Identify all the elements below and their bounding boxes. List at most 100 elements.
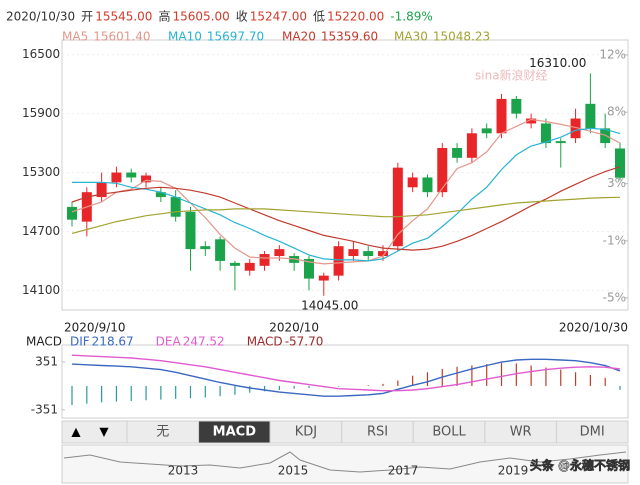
candle-body: [466, 133, 477, 158]
candle-body: [452, 148, 463, 158]
header-value: 15220.00: [327, 10, 384, 24]
candle-body: [126, 172, 137, 178]
candle-body: [555, 141, 566, 144]
macd-dif-line: [71, 358, 621, 397]
tab-label[interactable]: 无: [156, 425, 169, 440]
tab-label[interactable]: WR: [510, 425, 532, 440]
overview-year: 2019: [498, 464, 529, 478]
ma-line: [71, 118, 621, 265]
y2-tick-label: -5%: [603, 290, 626, 304]
y2-tick-label: 3%: [607, 176, 626, 190]
ma-line: [72, 127, 621, 262]
tab[interactable]: [555, 420, 629, 444]
y-tick-label: 14100: [22, 283, 60, 297]
y-tick-label: 15300: [22, 165, 60, 179]
macd-legend-value: 247.52: [183, 335, 225, 349]
macd-legend-name: DEA: [156, 335, 182, 349]
candle-body: [422, 177, 433, 193]
candle-body: [318, 275, 329, 281]
candle-body: [141, 175, 152, 183]
macd-frame: [61, 344, 629, 419]
macd-legend-value: -57.70: [285, 335, 324, 349]
candle-body: [67, 206, 77, 220]
candle-body: [96, 182, 107, 198]
candle-body: [481, 128, 492, 134]
y2-tick-label: 8%: [607, 105, 626, 119]
candle-body: [155, 192, 166, 198]
macd-tick-label: 351: [35, 354, 58, 368]
candle-body: [437, 148, 448, 193]
candle-body: [540, 123, 551, 144]
macd-dea-line: [71, 354, 621, 392]
candle-body: [333, 246, 344, 276]
credit: 头条 @永穗不锈钢: [530, 458, 630, 473]
overview-year: 2017: [388, 464, 419, 478]
ma-legend-value: 15697.70: [207, 30, 264, 44]
candle-body: [407, 177, 418, 188]
candle-body: [363, 251, 374, 256]
high-label: 16310.00: [529, 56, 586, 70]
ma-legend-value: 15048.23: [433, 30, 490, 44]
candle-body: [244, 262, 255, 271]
tab-label[interactable]: MACD: [213, 425, 257, 440]
low-label: 14045.00: [301, 298, 358, 312]
ma-line: [71, 166, 621, 251]
overview-line: [63, 451, 627, 473]
ma-line: [71, 196, 621, 234]
candle-body: [185, 211, 196, 250]
candle-body: [229, 262, 240, 266]
macd-legend-value: 218.67: [92, 335, 134, 349]
y-tick-label: 14700: [22, 224, 60, 238]
header-label: 高: [158, 9, 170, 24]
watermark: sina新浪财经: [475, 68, 548, 83]
ma-legend-name: MA30: [394, 30, 428, 44]
macd-legend-name: MACD: [247, 335, 283, 349]
header-label: 开: [81, 10, 93, 24]
candle-body: [392, 167, 403, 247]
candle-body: [200, 246, 211, 250]
header-label: 低: [313, 10, 325, 24]
down-arrow[interactable]: ▼: [99, 425, 109, 439]
ma-legend-name: MA10: [168, 30, 202, 44]
candle-body: [511, 98, 522, 114]
tab-label[interactable]: BOLL: [432, 425, 466, 440]
x-tick-label: 2020/10/30: [559, 321, 628, 335]
candle-body: [585, 103, 596, 129]
candle-body: [259, 254, 270, 266]
ma-legend-value: 15601.40: [93, 30, 150, 44]
candle-body: [215, 239, 226, 261]
candle-body: [615, 148, 625, 178]
candle-body: [526, 118, 537, 124]
overview-year: 2015: [278, 464, 309, 478]
macd-legend-name: DIF: [70, 335, 90, 349]
ma-legend-value: 15359.60: [321, 30, 378, 44]
candle-body: [170, 197, 181, 217]
candle-body: [570, 118, 581, 139]
y2-tick-label: -1%: [603, 233, 626, 247]
header-label: 收: [236, 10, 248, 24]
header-value: 15247.00: [250, 10, 307, 24]
price-frame: [61, 39, 629, 311]
overview-year: 2013: [168, 464, 199, 478]
tab-label[interactable]: RSI: [367, 425, 388, 440]
header-value: 15545.00: [95, 10, 152, 24]
tab-label[interactable]: KDJ: [295, 425, 317, 440]
x-tick-label: 2020/10: [269, 321, 319, 335]
tab-label[interactable]: DMI: [580, 425, 605, 440]
header-value: 15605.00: [172, 10, 229, 24]
ma-legend-name: MA20: [282, 30, 316, 44]
header-date: 2020/10/30: [6, 10, 75, 24]
x-tick-label: 2020/9/10: [64, 321, 126, 335]
up-arrow[interactable]: ▲: [71, 425, 81, 439]
candle-body: [274, 249, 285, 256]
candle-body: [348, 249, 359, 256]
macd-title: MACD: [26, 335, 62, 349]
candle-body: [496, 98, 507, 134]
candle-body: [378, 251, 389, 256]
candle-body: [303, 258, 314, 279]
ma-legend-name: MA5: [62, 30, 88, 44]
candle-body: [111, 172, 122, 183]
y2-tick-label: 12%: [599, 48, 626, 62]
